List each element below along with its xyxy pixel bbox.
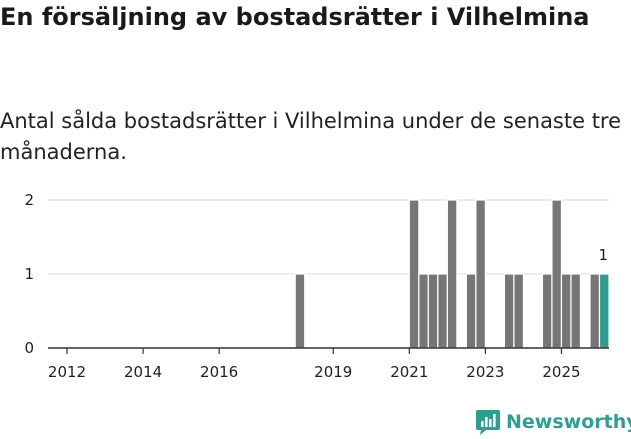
- bar: [570, 273, 582, 349]
- bar: [294, 273, 306, 349]
- data-labels: 1: [598, 246, 608, 264]
- chart-title: En försäljning av bostadsrätter i Vilhel…: [0, 3, 590, 31]
- gridlines: [48, 199, 609, 275]
- newsworthy-logo-icon: [476, 410, 500, 435]
- x-tick-label: 2021: [390, 363, 428, 381]
- bar: [503, 273, 515, 349]
- brand-name: Newsworthy: [506, 411, 631, 433]
- bar: [551, 199, 563, 349]
- bar: [589, 273, 601, 349]
- y-tick-label: 0: [24, 339, 34, 357]
- bar: [513, 273, 525, 349]
- newsworthy-brand: Newsworthy: [476, 406, 631, 438]
- x-tick-label: 2016: [200, 363, 238, 381]
- chart-subtitle: Antal sålda bostadsrätter i Vilhelmina u…: [0, 109, 622, 164]
- data-label: 1: [598, 246, 608, 264]
- bar: [418, 273, 429, 349]
- bar: [446, 199, 458, 349]
- x-tick-label: 2019: [314, 363, 352, 381]
- bar: [427, 273, 439, 349]
- x-axis-labels: 2012 2014 2016 2019 2021 2023 2025: [48, 363, 581, 381]
- bar: [541, 273, 553, 349]
- bar-chart: 0 1 2 2012 2014 2016 2019 2021 2023 2025 1: [24, 191, 610, 381]
- x-tick-label: 2025: [542, 363, 580, 381]
- bar-highlight: [598, 273, 610, 349]
- x-tick-label: 2023: [466, 363, 504, 381]
- x-tick-label: 2014: [124, 363, 162, 381]
- y-tick-label: 2: [24, 191, 34, 209]
- bar: [560, 273, 572, 349]
- bar: [437, 273, 448, 349]
- x-axis-ticks: [66, 348, 563, 354]
- y-axis-labels: 0 1 2: [24, 191, 34, 357]
- y-tick-label: 1: [24, 265, 34, 283]
- bar: [475, 199, 486, 349]
- bar: [408, 199, 420, 349]
- bar: [465, 273, 477, 349]
- x-tick-label: 2012: [48, 363, 86, 381]
